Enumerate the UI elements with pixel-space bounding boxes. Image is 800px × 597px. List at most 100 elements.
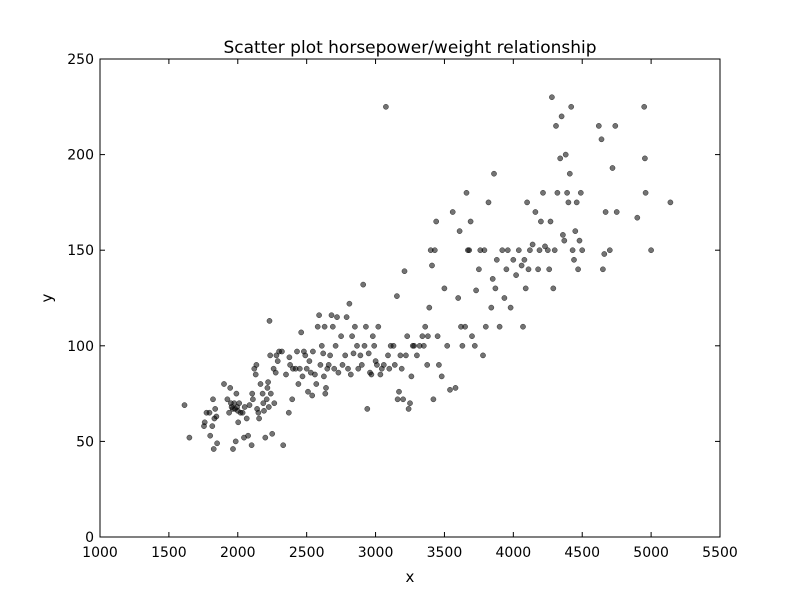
scatter-point — [550, 285, 557, 292]
scatter-point — [260, 400, 267, 407]
scatter-point — [327, 352, 333, 359]
scatter-point — [252, 371, 259, 378]
scatter-point — [181, 402, 188, 408]
x-tick-label: 1500 — [151, 545, 187, 561]
scatter-point — [339, 362, 346, 368]
scatter-point — [529, 241, 536, 248]
scatter-point — [206, 409, 213, 416]
scatter-point — [573, 199, 580, 206]
scatter-point — [466, 247, 473, 254]
scatter-point — [501, 295, 508, 301]
scatter-point — [538, 218, 544, 225]
scatter-point — [562, 151, 569, 158]
scatter-point — [455, 295, 462, 301]
scatter-point — [209, 423, 216, 429]
scatter-point — [429, 262, 435, 269]
scatter-point — [532, 209, 539, 215]
scatter-point — [431, 247, 438, 254]
x-tick-label: 4500 — [564, 545, 600, 561]
scatter-point — [235, 419, 242, 426]
scatter-point — [363, 323, 369, 330]
scatter-point — [419, 333, 426, 340]
scatter-point — [579, 247, 586, 254]
scatter-point — [456, 228, 463, 234]
scatter-point — [347, 371, 354, 378]
scatter-point — [226, 409, 232, 416]
scatter-point — [398, 365, 405, 372]
scatter-point — [274, 358, 281, 364]
scatter-point — [332, 342, 339, 349]
scatter-point — [473, 287, 479, 294]
scatter-point — [346, 300, 353, 307]
scatter-point — [601, 251, 608, 257]
x-tick-label: 2500 — [289, 545, 325, 561]
scatter-point — [342, 352, 349, 359]
scatter-point — [396, 388, 402, 395]
scatter-point — [606, 247, 613, 254]
plot-frame — [99, 58, 721, 538]
scatter-point — [316, 312, 322, 319]
scatter-point — [358, 362, 365, 368]
scatter-point — [309, 392, 316, 399]
scatter-point — [267, 390, 274, 397]
scatter-point — [214, 440, 220, 447]
scatter-point — [471, 342, 478, 349]
scatter-point — [257, 381, 264, 387]
scatter-point — [564, 189, 570, 196]
x-tick-label: 1000 — [82, 545, 118, 561]
scatter-point — [390, 342, 397, 349]
scatter-point — [221, 381, 227, 387]
scatter-point — [558, 113, 565, 120]
x-tick-label: 3000 — [358, 545, 394, 561]
scatter-point — [536, 247, 543, 254]
scatter-point — [318, 342, 325, 349]
scatter-point — [355, 365, 362, 372]
x-tick-label: 4000 — [496, 545, 532, 561]
ticks-layer: 1000 1500 2000 2500 3000 3500 4000 4500 5000 5500… — [67, 52, 738, 561]
scatter-point — [321, 373, 327, 380]
scatter-point — [207, 432, 214, 439]
scatter-point — [289, 396, 296, 403]
scatter-point — [547, 218, 554, 225]
scatter-point — [248, 442, 255, 449]
scatter-point — [303, 365, 310, 372]
scatter-point — [600, 266, 606, 273]
scatter-point — [249, 390, 256, 397]
scatter-point — [553, 123, 559, 129]
scatter-point — [232, 438, 239, 445]
scatter-point — [426, 304, 433, 311]
scatter-point — [504, 247, 511, 254]
scatter-point — [492, 285, 499, 292]
x-axis-label: x — [406, 568, 415, 586]
scatter-point — [535, 266, 541, 273]
x-tick-label: 3500 — [427, 545, 463, 561]
scatter-point — [271, 400, 278, 407]
scatter-point — [401, 268, 408, 275]
scatter-point — [295, 381, 302, 387]
scatter-point — [520, 323, 526, 330]
scatter-point — [480, 352, 486, 359]
scatter-point — [612, 123, 619, 129]
scatter-point — [515, 247, 522, 254]
scatter-point — [286, 354, 293, 361]
scatter-point — [210, 446, 217, 452]
scatter-point — [444, 342, 451, 349]
scatter-point — [310, 348, 316, 355]
scatter-point — [518, 262, 525, 269]
scatter-point — [557, 155, 564, 162]
scatter-point — [263, 396, 270, 403]
scatter-point — [489, 276, 496, 282]
scatter-point — [503, 266, 510, 273]
scatter-point — [368, 371, 375, 378]
scatter-point — [266, 318, 273, 324]
scatter-point — [577, 189, 584, 196]
scatter-point — [261, 407, 267, 414]
scatter-point — [493, 256, 500, 263]
scatter-point — [667, 199, 674, 206]
scatter-point — [354, 342, 360, 349]
scatter-point — [269, 430, 276, 437]
scatter-point — [243, 415, 250, 422]
scatter-point — [575, 266, 581, 273]
scatter-point — [259, 390, 266, 397]
scatter-point — [565, 199, 572, 206]
